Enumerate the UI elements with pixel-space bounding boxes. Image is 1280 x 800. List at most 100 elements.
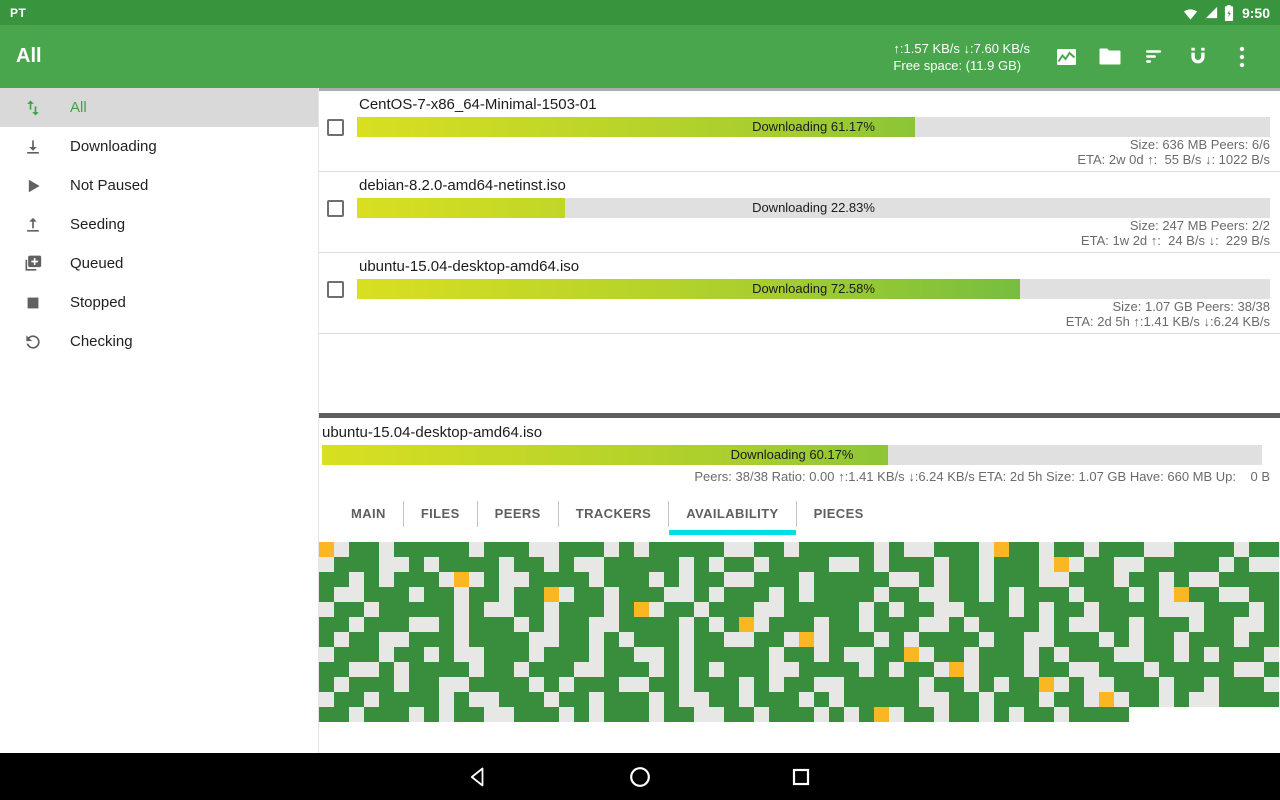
- torrent-eta-speeds: ETA: 2w 0d ↑: 55 B/s ↓: 1022 B/s: [1077, 152, 1270, 167]
- availability-cell: [829, 707, 844, 722]
- availability-cell: [1099, 602, 1114, 617]
- availability-cell: [1054, 617, 1069, 632]
- bandwidth-graph-button[interactable]: [1044, 33, 1088, 81]
- availability-cell: [334, 692, 349, 707]
- availability-cell: [844, 572, 859, 587]
- availability-cell: [454, 662, 469, 677]
- availability-cell: [589, 677, 604, 692]
- availability-cell: [364, 602, 379, 617]
- availability-cell: [799, 572, 814, 587]
- availability-cell: [874, 692, 889, 707]
- availability-cell: [1189, 557, 1204, 572]
- availability-cell: [739, 662, 754, 677]
- tab-availability[interactable]: AVAILABILITY: [669, 499, 797, 535]
- availability-cell: [694, 632, 709, 647]
- availability-cell: [409, 632, 424, 647]
- availability-cell: [364, 647, 379, 662]
- availability-cell: [1024, 602, 1039, 617]
- availability-cell: [949, 677, 964, 692]
- availability-cell: [1159, 602, 1174, 617]
- detail-tabs: MAIN FILES PEERS TRACKERS AVAILABILITY PIECES: [334, 499, 1280, 535]
- overflow-menu-button[interactable]: [1220, 33, 1264, 81]
- availability-cell: [484, 692, 499, 707]
- tab-trackers[interactable]: TRACKERS: [575, 506, 652, 521]
- availability-cell: [1159, 587, 1174, 602]
- add-magnet-button[interactable]: [1176, 33, 1220, 81]
- home-button[interactable]: [618, 753, 663, 800]
- availability-cell: [1264, 542, 1279, 557]
- availability-cell: [364, 677, 379, 692]
- availability-cell: [334, 557, 349, 572]
- availability-cell: [484, 632, 499, 647]
- open-file-button[interactable]: [1088, 33, 1132, 81]
- availability-cell: [499, 692, 514, 707]
- availability-cell: [1009, 542, 1024, 557]
- availability-cell: [1159, 692, 1174, 707]
- recents-button[interactable]: [779, 753, 824, 800]
- torrent-checkbox[interactable]: [327, 199, 344, 217]
- availability-cell: [349, 677, 364, 692]
- availability-cell: [394, 707, 409, 722]
- availability-cell: [694, 707, 709, 722]
- availability-cell: [724, 617, 739, 632]
- availability-cell: [364, 542, 379, 557]
- availability-cell: [814, 587, 829, 602]
- availability-cell: [889, 647, 904, 662]
- availability-cell: [1084, 572, 1099, 587]
- sidebar-item-all[interactable]: All: [0, 88, 318, 127]
- availability-cell: [739, 647, 754, 662]
- availability-cell: [1144, 632, 1159, 647]
- availability-cell: [559, 677, 574, 692]
- availability-cell: [769, 707, 784, 722]
- availability-cell: [1219, 632, 1234, 647]
- availability-cell: [514, 707, 529, 722]
- availability-cell: [1009, 647, 1024, 662]
- availability-cell: [514, 617, 529, 632]
- availability-cell: [574, 587, 589, 602]
- availability-cell: [919, 617, 934, 632]
- torrent-checkbox[interactable]: [327, 118, 344, 136]
- page-title: All: [16, 45, 42, 67]
- tab-peers[interactable]: PEERS: [494, 506, 541, 521]
- availability-cell: [1054, 647, 1069, 662]
- availability-cell: [799, 677, 814, 692]
- availability-cell: [1039, 542, 1054, 557]
- sidebar-item-stopped[interactable]: Stopped: [0, 283, 318, 322]
- availability-cell: [1024, 542, 1039, 557]
- sidebar-item-seeding[interactable]: Seeding: [0, 205, 318, 244]
- availability-cell: [1189, 587, 1204, 602]
- tab-pieces[interactable]: PIECES: [813, 506, 864, 521]
- availability-cell: [1219, 662, 1234, 677]
- availability-cell: [574, 647, 589, 662]
- availability-cell: [529, 662, 544, 677]
- availability-cell: [634, 647, 649, 662]
- sort-button[interactable]: [1132, 33, 1176, 81]
- sidebar-item-queued[interactable]: Queued: [0, 244, 318, 283]
- sidebar-item-checking[interactable]: Checking: [0, 322, 318, 361]
- availability-cell: [874, 677, 889, 692]
- sidebar-item-not-paused[interactable]: Not Paused: [0, 166, 318, 205]
- back-button[interactable]: [457, 753, 502, 800]
- torrent-row[interactable]: CentOS-7-x86_64-Minimal-1503-01 Download…: [319, 91, 1280, 172]
- torrent-row[interactable]: ubuntu-15.04-desktop-amd64.iso Downloadi…: [319, 253, 1280, 334]
- torrent-checkbox[interactable]: [327, 280, 344, 298]
- availability-cell: [904, 707, 919, 722]
- torrent-row[interactable]: debian-8.2.0-amd64-netinst.iso Downloadi…: [319, 172, 1280, 253]
- availability-cell: [709, 557, 724, 572]
- availability-cell: [664, 647, 679, 662]
- availability-cell: [1039, 617, 1054, 632]
- availability-cell: [979, 557, 994, 572]
- availability-cell: [439, 542, 454, 557]
- tab-main[interactable]: MAIN: [351, 506, 386, 521]
- panel-drag-handle[interactable]: [319, 413, 1280, 418]
- availability-cell: [1039, 647, 1054, 662]
- availability-cell: [1204, 647, 1219, 662]
- sidebar-item-downloading[interactable]: Downloading: [0, 127, 318, 166]
- tab-divider: [795, 501, 797, 527]
- availability-cell: [1204, 557, 1219, 572]
- availability-cell: [1114, 617, 1129, 632]
- availability-cell: [814, 632, 829, 647]
- availability-cell: [334, 542, 349, 557]
- availability-cell: [589, 647, 604, 662]
- tab-files[interactable]: FILES: [420, 506, 460, 521]
